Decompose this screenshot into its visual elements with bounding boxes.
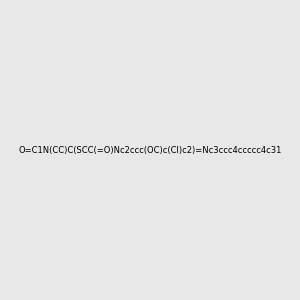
Text: O=C1N(CC)C(SCC(=O)Nc2ccc(OC)c(Cl)c2)=Nc3ccc4ccccc4c31: O=C1N(CC)C(SCC(=O)Nc2ccc(OC)c(Cl)c2)=Nc3… xyxy=(18,146,282,154)
